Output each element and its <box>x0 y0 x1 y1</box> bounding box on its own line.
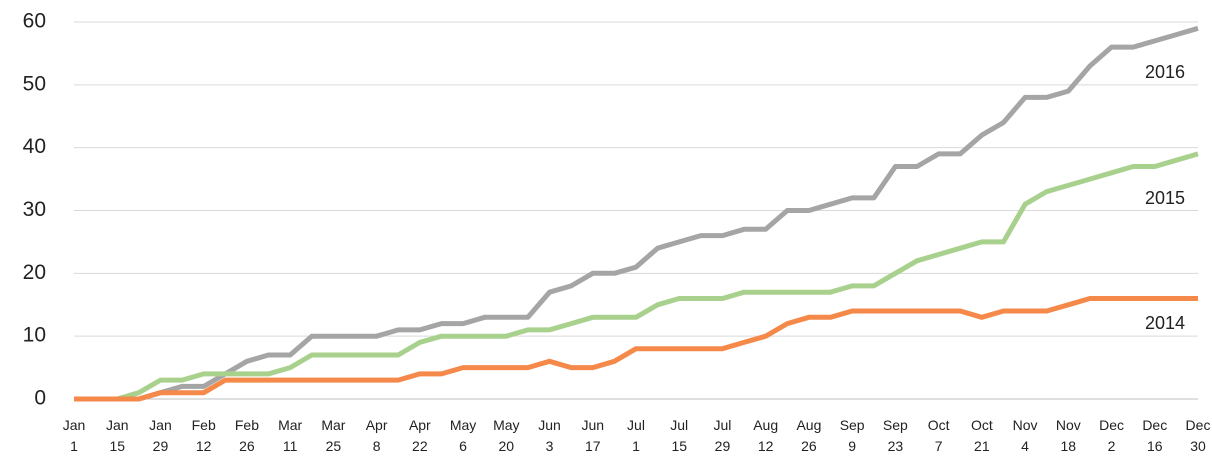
y-tick-label: 50 <box>23 72 46 95</box>
x-tick-label: Jun 3 <box>538 417 561 454</box>
y-tick-label: 20 <box>23 261 46 284</box>
x-tick-label: Sep 9 <box>840 417 865 454</box>
x-tick-label: Apr 8 <box>366 417 388 454</box>
y-tick-label: 40 <box>23 135 46 158</box>
x-tick-label: Jan 29 <box>149 417 172 454</box>
y-tick-label: 30 <box>23 198 46 221</box>
x-tick-label: Jul 15 <box>670 417 688 454</box>
x-tick-label: Feb 12 <box>192 417 216 454</box>
x-tick-label: Aug 12 <box>753 417 778 454</box>
x-tick-label: Oct 21 <box>971 417 993 454</box>
x-tick-label: Jul 29 <box>714 417 732 454</box>
series-line <box>74 151 1199 402</box>
x-tick-label: Jan 1 <box>63 417 86 454</box>
x-tick-label: Mar 25 <box>321 417 345 454</box>
x-tick-label: May 6 <box>450 417 476 454</box>
x-tick-label: Apr 22 <box>409 417 431 454</box>
x-tick-label: Jul 1 <box>627 417 645 454</box>
x-tick-label: Mar 11 <box>278 417 302 454</box>
y-tick-label: 60 <box>23 10 46 33</box>
x-tick-label: Dec 16 <box>1142 417 1167 454</box>
x-tick-label: Jun 17 <box>581 417 604 454</box>
y-tick-label: 10 <box>23 324 46 347</box>
x-tick-label: May 20 <box>493 417 519 454</box>
x-tick-label: Dec 2 <box>1099 417 1124 454</box>
series-label: 2016 <box>1145 62 1185 82</box>
series-line <box>74 25 1199 402</box>
x-tick-label: Jan 15 <box>106 417 129 454</box>
x-tick-label: Dec 30 <box>1186 417 1211 454</box>
x-tick-label: Aug 26 <box>796 417 821 454</box>
series-line <box>74 296 1198 402</box>
x-tick-label: Feb 26 <box>235 417 259 454</box>
x-tick-label: Oct 7 <box>928 417 950 454</box>
series-label: 2014 <box>1145 313 1185 333</box>
x-tick-label: Nov 4 <box>1013 417 1038 454</box>
x-tick-label: Sep 23 <box>883 417 908 454</box>
x-tick-label: Nov 18 <box>1056 417 1081 454</box>
series-label: 2015 <box>1145 188 1185 208</box>
y-tick-label: 0 <box>34 387 46 410</box>
